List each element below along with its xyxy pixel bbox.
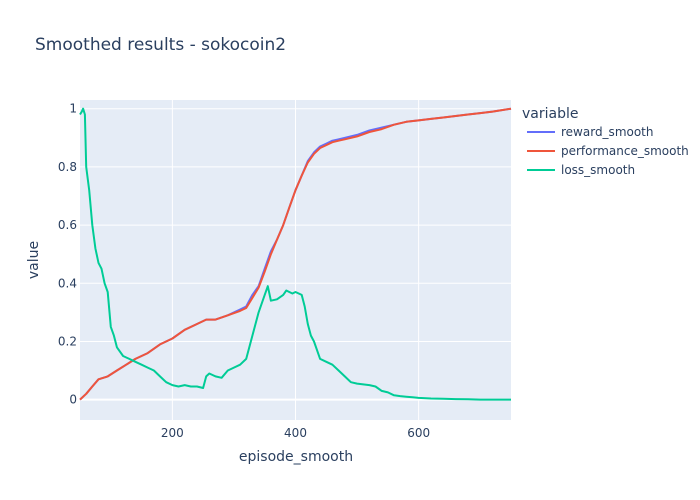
x-gridlines bbox=[171, 100, 420, 420]
series-lines bbox=[79, 107, 512, 401]
y-tick-label: 0.2 bbox=[58, 334, 77, 348]
legend-label: reward_smooth bbox=[561, 125, 654, 139]
x-tick-label: 600 bbox=[407, 426, 430, 440]
legend-title: variable bbox=[522, 106, 578, 122]
y-axis-title: value bbox=[26, 241, 42, 279]
series-line-performance-smooth bbox=[79, 107, 512, 401]
x-tick-label: 200 bbox=[161, 426, 184, 440]
legend-label: loss_smooth bbox=[561, 163, 635, 177]
y-tick-label: 0 bbox=[69, 393, 77, 407]
legend-item-performance-smooth[interactable]: performance_smooth bbox=[527, 144, 689, 158]
y-tick-label: 1 bbox=[69, 102, 77, 116]
x-tick-labels: 200 400 600 bbox=[161, 426, 430, 440]
chart-title: Smoothed results - sokocoin2 bbox=[35, 35, 286, 55]
y-tick-label: 0.4 bbox=[58, 276, 77, 290]
x-tick-label: 400 bbox=[284, 426, 307, 440]
x-axis-title: episode_smooth bbox=[239, 449, 353, 465]
legend-label: performance_smooth bbox=[561, 144, 689, 158]
y-tick-labels: 0 0.2 0.4 0.6 0.8 1 bbox=[58, 102, 77, 407]
legend-items: reward_smooth performance_smooth loss_smoo… bbox=[527, 125, 689, 177]
legend-item-reward-smooth[interactable]: reward_smooth bbox=[527, 125, 654, 139]
series-line-loss-smooth bbox=[79, 107, 511, 401]
legend-item-loss-smooth[interactable]: loss_smooth bbox=[527, 163, 635, 177]
legend: variable reward_smooth performance_smooth… bbox=[522, 106, 689, 177]
y-tick-label: 0.8 bbox=[58, 160, 77, 174]
y-tick-label: 0.6 bbox=[58, 218, 77, 232]
